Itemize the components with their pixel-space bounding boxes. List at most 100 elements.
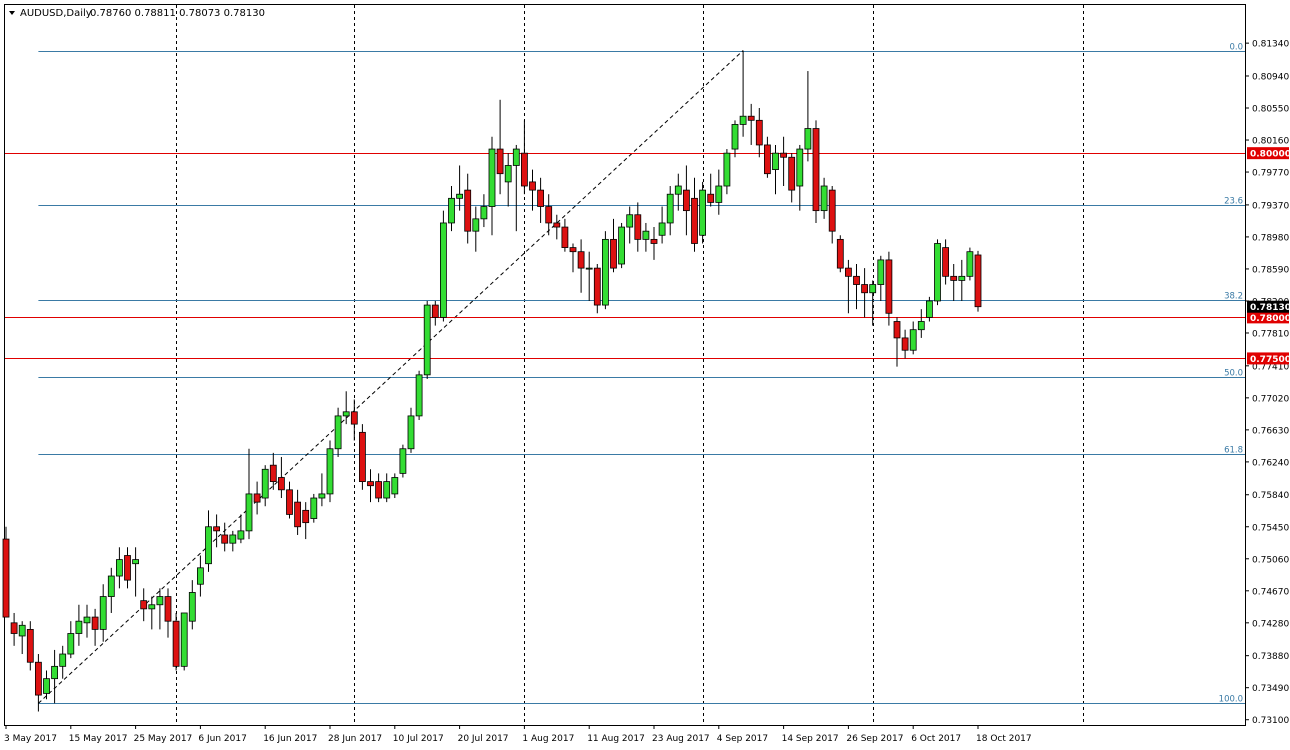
fib-level-label: 100.0 bbox=[1219, 695, 1243, 705]
y-tick-label: 0.81340 bbox=[1252, 40, 1289, 50]
candle-body bbox=[569, 247, 577, 253]
bear-candle bbox=[593, 264, 601, 314]
x-tick-label: 14 Sep 2017 bbox=[782, 734, 839, 744]
y-tick-label: 0.79770 bbox=[1252, 169, 1289, 179]
candle-body bbox=[188, 592, 196, 622]
candle-body bbox=[124, 555, 131, 581]
candle-body bbox=[788, 156, 796, 191]
candle-body bbox=[156, 596, 164, 606]
candle-body bbox=[205, 526, 212, 565]
bear-candle bbox=[367, 469, 374, 503]
candle-body bbox=[367, 481, 374, 487]
y-tick-label: 0.80940 bbox=[1252, 72, 1289, 82]
x-tick-label: 25 May 2017 bbox=[134, 734, 193, 744]
bull-candle bbox=[261, 465, 269, 507]
bear-candle bbox=[529, 169, 536, 211]
bear-candle bbox=[845, 259, 852, 314]
time-axis: 3 May 2017 15 May 2017 25 May 2017 6 Jun 20… bbox=[4, 725, 1032, 744]
bull-candle bbox=[83, 604, 91, 638]
bull-candle bbox=[934, 239, 941, 306]
candle-body bbox=[261, 468, 269, 499]
candle-body bbox=[358, 431, 366, 482]
candle-body bbox=[545, 206, 553, 224]
y-tick-label: 0.73100 bbox=[1252, 716, 1289, 726]
candle-body bbox=[796, 148, 804, 187]
candle-body bbox=[302, 509, 310, 524]
y-tick-label: 0.77410 bbox=[1252, 362, 1289, 372]
price-tag-label: 0.80000 bbox=[1250, 150, 1290, 160]
bear-candle bbox=[561, 218, 569, 252]
candle-body bbox=[456, 193, 464, 199]
bull-candle bbox=[116, 547, 123, 589]
candle-body bbox=[780, 152, 787, 158]
bear-candle bbox=[537, 177, 544, 223]
candle-body bbox=[885, 259, 893, 314]
candle-body bbox=[391, 477, 399, 495]
bear-candle bbox=[302, 502, 310, 540]
candle-body bbox=[861, 284, 868, 294]
candle-body bbox=[116, 559, 123, 577]
bull-candle bbox=[602, 231, 609, 310]
bear-candle bbox=[496, 99, 504, 195]
candle-body bbox=[464, 189, 472, 232]
bear-candle bbox=[221, 522, 229, 552]
bear-candle bbox=[286, 481, 293, 519]
candle-body bbox=[836, 238, 844, 269]
candle-body bbox=[294, 501, 302, 528]
bull-candle bbox=[43, 670, 50, 700]
x-tick-label: 20 Jul 2017 bbox=[458, 734, 509, 744]
bear-candle bbox=[164, 588, 172, 638]
x-tick-label: 28 Jun 2017 bbox=[328, 734, 382, 744]
candle-body bbox=[683, 189, 690, 212]
bull-candle bbox=[626, 206, 634, 244]
candle-body bbox=[107, 575, 115, 597]
x-tick-label: 18 Oct 2017 bbox=[976, 734, 1032, 744]
bull-candle bbox=[642, 222, 650, 252]
candle-body bbox=[674, 185, 682, 195]
candle-body bbox=[423, 304, 431, 376]
y-tick-label: 0.76630 bbox=[1252, 426, 1289, 436]
bear-candle bbox=[172, 612, 180, 671]
candle-body bbox=[99, 596, 107, 630]
bear-candle bbox=[553, 214, 561, 240]
y-tick-label: 0.77810 bbox=[1252, 329, 1289, 339]
period-separators bbox=[176, 5, 1084, 725]
bear-candle bbox=[569, 243, 577, 273]
candle-body bbox=[577, 251, 585, 269]
bear-candle bbox=[788, 153, 796, 203]
x-tick-label: 23 Aug 2017 bbox=[652, 734, 710, 744]
candle-body bbox=[35, 661, 42, 696]
bull-candle bbox=[480, 194, 488, 228]
bull-candle bbox=[917, 309, 925, 338]
bull-candle bbox=[926, 296, 933, 322]
candle-body bbox=[67, 633, 75, 655]
candle-body bbox=[731, 124, 739, 150]
plot-frame bbox=[4, 4, 1246, 726]
price-tag-label: 0.77500 bbox=[1250, 355, 1290, 365]
candle-body bbox=[318, 493, 326, 499]
candle-body bbox=[747, 115, 755, 121]
y-tick-label: 0.76240 bbox=[1252, 458, 1289, 468]
bull-candle bbox=[796, 144, 804, 211]
bull-candle bbox=[674, 173, 682, 211]
bear-candle bbox=[634, 202, 642, 252]
bull-candle bbox=[342, 391, 350, 425]
bull-candle bbox=[18, 621, 26, 655]
bull-candle bbox=[739, 50, 747, 137]
price-tag-label: 0.78130 bbox=[1250, 303, 1290, 313]
y-tick-label: 0.77020 bbox=[1252, 394, 1289, 404]
bull-candle bbox=[456, 165, 464, 211]
candle-body bbox=[666, 193, 674, 224]
bull-candle bbox=[472, 206, 480, 252]
bear-candle bbox=[901, 329, 909, 359]
bull-candle bbox=[666, 186, 674, 236]
candle-body bbox=[618, 226, 625, 265]
bull-candle bbox=[180, 612, 188, 671]
candle-body bbox=[917, 321, 925, 331]
candle-body bbox=[488, 148, 496, 207]
bull-candle bbox=[334, 407, 342, 457]
candle-body bbox=[407, 415, 415, 450]
price-tag-label: 0.78000 bbox=[1250, 314, 1290, 324]
current-price-tag: 0.78130 bbox=[1247, 300, 1290, 313]
